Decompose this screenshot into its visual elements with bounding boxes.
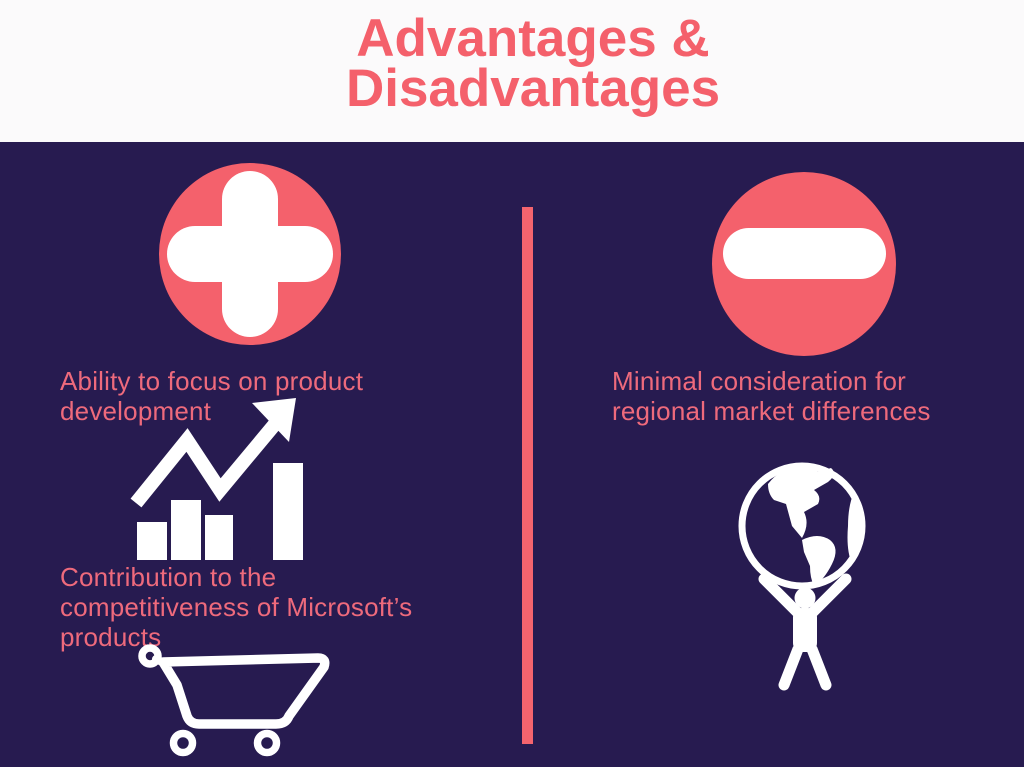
disadvantage-text-1: Minimal consideration for regional marke… <box>612 366 931 426</box>
globe-atlas-icon <box>738 462 866 691</box>
plus-icon-vertical-bar <box>222 171 278 337</box>
page-title-line1: Advantages & <box>356 9 710 68</box>
column-divider <box>522 207 533 744</box>
shopping-cart-icon <box>138 644 330 757</box>
header-band: Advantages & Disadvantages <box>0 0 1024 142</box>
advantage-text-1: Ability to focus on product development <box>60 366 364 426</box>
page-title-line2: Disadvantages <box>345 59 721 118</box>
minus-icon-bar <box>723 228 886 279</box>
growth-chart-icon <box>130 398 303 560</box>
advantage-text-2: Contribution to the competitiveness of M… <box>60 562 413 652</box>
page-title: Advantages & Disadvantages <box>21 9 1024 118</box>
